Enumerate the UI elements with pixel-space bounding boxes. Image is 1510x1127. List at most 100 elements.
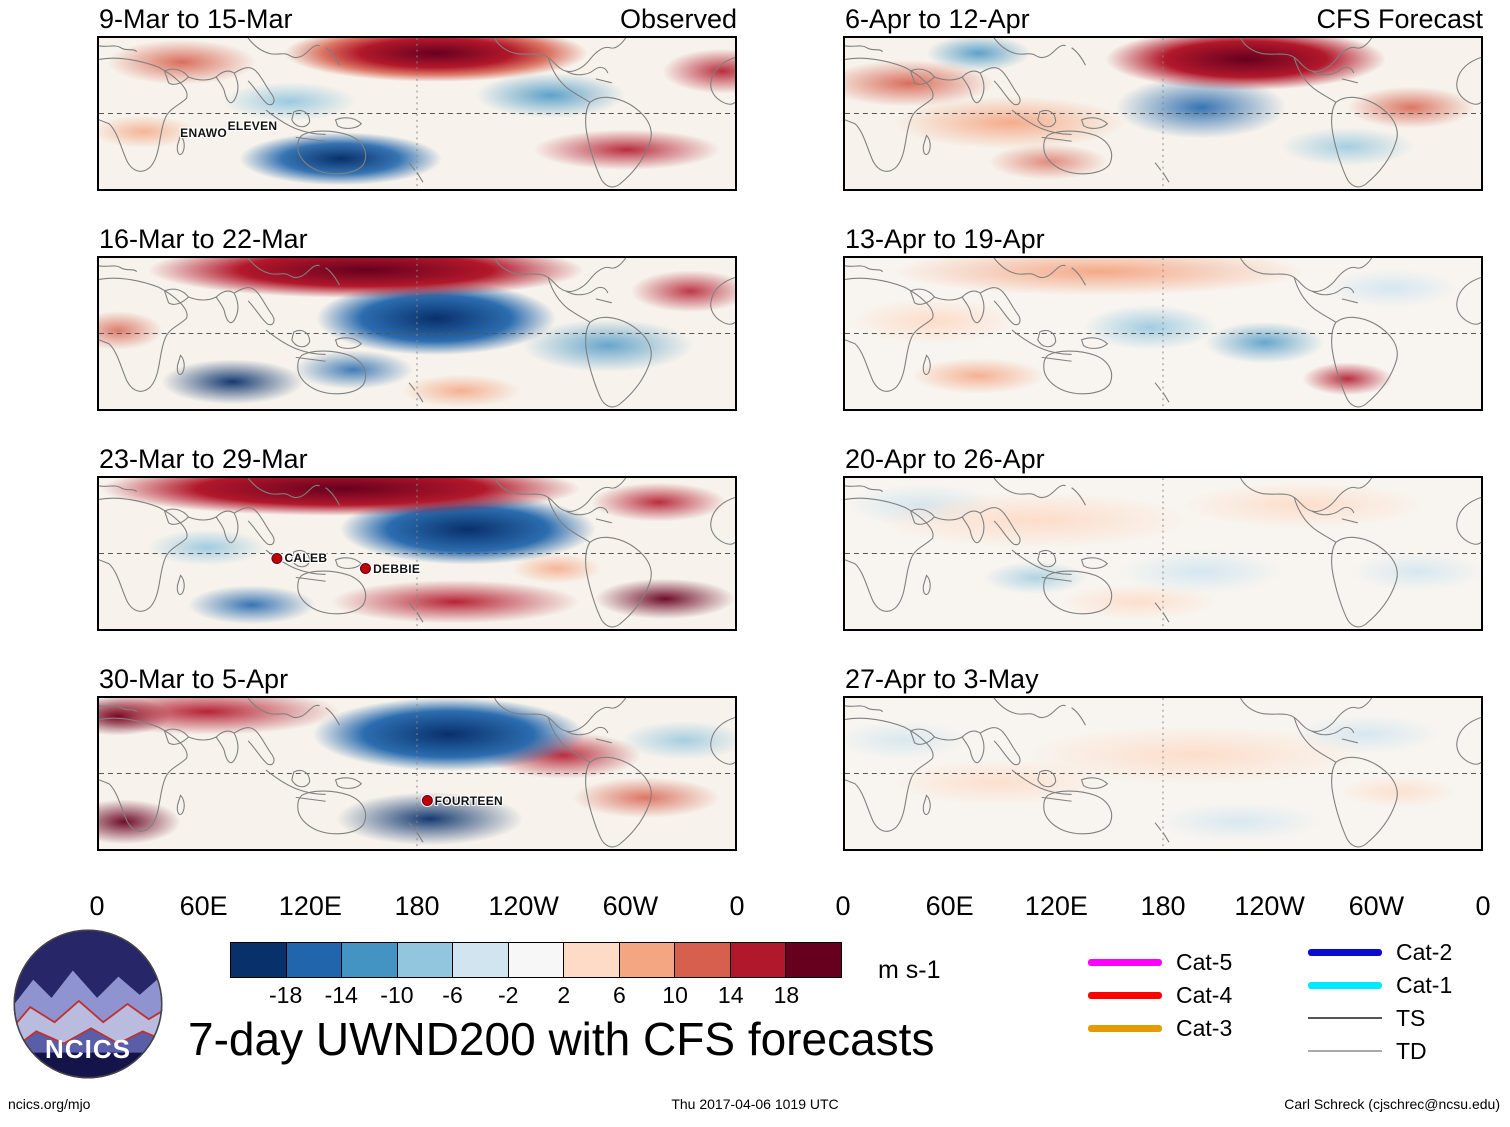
map-forecast-1: [843, 36, 1483, 191]
storm-name: ENAWO: [180, 126, 228, 141]
panel-forecast-3: 20-Apr to 26-Apr: [843, 443, 1483, 631]
coastlines: [99, 698, 735, 849]
storm-label-eleven: ELEVEN: [228, 119, 278, 133]
colorbar-unit: m s-1: [878, 956, 941, 984]
cyclone-icon: [421, 795, 433, 807]
legend-item: Cat-1: [1308, 973, 1452, 997]
storm-label-caleb: CALEB: [271, 551, 327, 565]
legend-line-swatch: [1308, 981, 1382, 989]
storm-name: ELEVEN: [227, 118, 278, 133]
panel-observed-3: 23-Mar to 29-Mar 30N030S CALEB DEBBIE: [97, 443, 737, 631]
coastlines: [845, 38, 1481, 189]
colorbar-tick: -18: [269, 982, 303, 1008]
legend-label: Cat-3: [1176, 1015, 1233, 1041]
legend-label: Cat-2: [1396, 939, 1453, 965]
colorbar-cell: [453, 943, 509, 977]
cyclone-icon: [271, 552, 283, 564]
colorbar-cell: [675, 943, 731, 977]
panel-forecast-2: 13-Apr to 19-Apr: [843, 223, 1483, 411]
coastlines: [99, 38, 735, 189]
lon-tick-label: 180: [394, 891, 440, 921]
ncics-logo-graphic: [13, 929, 163, 1079]
colorbar-tick: -6: [442, 982, 463, 1008]
legend-item: Cat-3: [1088, 1016, 1232, 1040]
colorbar-tick: -14: [324, 982, 358, 1008]
legend-line-swatch: [1308, 1017, 1382, 1019]
map-observed-3: 30N030S CALEB DEBBIE: [97, 476, 737, 631]
legend-label: TD: [1396, 1038, 1427, 1064]
column-header-observed: Observed: [619, 4, 737, 34]
ncics-logo: NCICS: [12, 928, 164, 1080]
lon-tick-label: 120W: [1234, 891, 1305, 921]
legend-line-swatch: [1308, 948, 1382, 956]
map-observed-2: 30N030S: [97, 256, 737, 411]
colorbar-tick: -2: [497, 982, 519, 1008]
panel-title: 23-Mar to 29-Mar: [99, 444, 308, 474]
footer-url: ncics.org/mjo: [8, 1096, 91, 1112]
legend-item: Cat-4: [1088, 983, 1232, 1007]
map-forecast-4: [843, 696, 1483, 851]
lon-tick-label: 0: [729, 891, 745, 921]
cyclone-icon: [360, 563, 372, 575]
panel-title: 16-Mar to 22-Mar: [99, 224, 308, 254]
lon-tick-label: 120E: [278, 891, 342, 921]
legend-item: TS: [1308, 1006, 1452, 1030]
observed-column: 9-Mar to 15-Mar Observed 30N030S ENAWO E…: [89, 0, 744, 928]
panel-title: 20-Apr to 26-Apr: [845, 444, 1045, 474]
legend-line-swatch: [1088, 958, 1162, 966]
footer: ncics.org/mjo Thu 2017-04-06 1019 UTC Ca…: [0, 1096, 1510, 1120]
colorbar-tick: 6: [613, 982, 626, 1008]
legend-item: Cat-5: [1088, 950, 1232, 974]
colorbar-cell: [397, 943, 454, 977]
footer-credit: Carl Schreck (cjschrec@ncsu.edu): [1284, 1096, 1500, 1112]
storm-label-fourteen: FOURTEEN: [421, 793, 503, 808]
lon-tick-label: 180: [1140, 891, 1186, 921]
legend-item: TD: [1308, 1039, 1452, 1063]
map-forecast-3: [843, 476, 1483, 631]
colorbar-tick: 14: [717, 982, 744, 1008]
panel-title: 9-Mar to 15-Mar: [99, 4, 293, 34]
legend-label: TS: [1396, 1005, 1426, 1031]
lon-tick-label: 60W: [1348, 891, 1405, 921]
colorbar-cell: [564, 943, 620, 977]
panel-observed-2: 16-Mar to 22-Mar 30N030S: [97, 223, 737, 411]
legend-col-2: Cat-2 Cat-1 TS TD: [1308, 940, 1452, 1072]
panel-title: 30-Mar to 5-Apr: [99, 664, 289, 694]
colorbar-tick: 2: [557, 982, 571, 1008]
lon-tick-label: 60E: [179, 891, 228, 921]
lon-tick-label: 60W: [602, 891, 659, 921]
colorbar-ticks: -18 -14 -10 -6 -2 2 6 10 14 18: [230, 978, 842, 1008]
panel-title: 27-Apr to 3-May: [845, 664, 1039, 694]
coastlines: [845, 698, 1481, 849]
colorbar-cell: [786, 943, 842, 977]
storm-label-enawo: ENAWO: [180, 126, 227, 140]
legend-line-swatch: [1088, 991, 1162, 999]
main-title: 7-day UWND200 with CFS forecasts: [188, 1013, 935, 1065]
legend-label: Cat-4: [1176, 982, 1233, 1008]
panel-observed-1: 9-Mar to 15-Mar Observed 30N030S ENAWO E…: [97, 3, 737, 191]
panel-forecast-4: 27-Apr to 3-May: [843, 663, 1483, 851]
panel-title: 6-Apr to 12-Apr: [845, 4, 1030, 34]
coastlines: [99, 258, 735, 409]
lon-tick-label: 0: [835, 891, 851, 921]
colorbar: -18 -14 -10 -6 -2 2 6 10 14 18: [230, 942, 842, 1008]
colorbar-cell: [508, 943, 565, 977]
colorbar-tick: 18: [773, 982, 800, 1008]
colorbar-cell: [286, 943, 343, 977]
coastlines: [99, 478, 735, 629]
legend-item: Cat-2: [1308, 940, 1452, 964]
storm-name: DEBBIE: [373, 561, 421, 576]
lon-tick-label: 0: [1475, 891, 1491, 921]
storm-name: CALEB: [284, 551, 328, 566]
coastlines: [845, 258, 1481, 409]
colorbar-cell: [619, 943, 676, 977]
footer-timestamp: Thu 2017-04-06 1019 UTC: [671, 1096, 839, 1112]
column-header-forecast: CFS Forecast: [1316, 4, 1483, 34]
lon-tick-label: 120E: [1024, 891, 1088, 921]
legend-col-1: Cat-5 Cat-4 Cat-3: [1088, 950, 1232, 1049]
logo-text: NCICS: [45, 1034, 131, 1064]
forecast-column: 6-Apr to 12-Apr CFS Forecast 13-Apr to 1…: [835, 0, 1490, 928]
storm-name: FOURTEEN: [434, 793, 503, 808]
panel-forecast-1: 6-Apr to 12-Apr CFS Forecast: [843, 3, 1483, 191]
legend-line-swatch: [1088, 1024, 1162, 1032]
